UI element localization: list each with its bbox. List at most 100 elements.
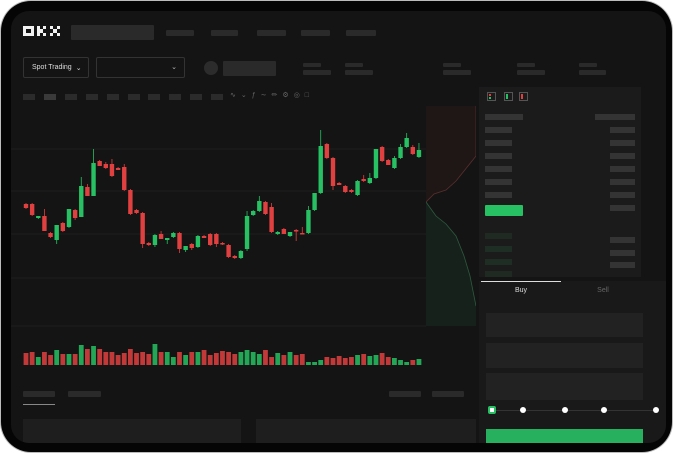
bottom-action[interactable] <box>389 391 421 397</box>
bid-price[interactable] <box>485 271 512 277</box>
candle[interactable] <box>293 229 299 241</box>
candle[interactable] <box>72 209 78 220</box>
candle[interactable] <box>244 211 250 251</box>
candle[interactable] <box>122 164 127 191</box>
candle[interactable] <box>324 143 330 159</box>
candle[interactable] <box>275 231 280 235</box>
candle[interactable] <box>269 203 274 233</box>
candle[interactable] <box>23 203 29 209</box>
candle[interactable] <box>392 156 397 169</box>
orderbook-both-icon[interactable] <box>487 92 496 101</box>
nav-item[interactable] <box>211 30 238 36</box>
candle[interactable] <box>171 232 176 238</box>
interval-button[interactable] <box>107 94 119 100</box>
candle[interactable] <box>263 201 268 215</box>
percent-slider[interactable] <box>488 406 659 414</box>
candle[interactable] <box>343 185 348 193</box>
candle[interactable] <box>287 232 293 237</box>
candle[interactable] <box>29 203 35 216</box>
interval-button[interactable] <box>65 94 77 100</box>
candle[interactable] <box>189 243 194 250</box>
candle[interactable] <box>115 167 121 170</box>
candle[interactable] <box>152 234 158 247</box>
camera-icon[interactable]: ◎ <box>293 92 305 99</box>
candle[interactable] <box>281 228 287 234</box>
amount-input[interactable] <box>486 343 643 368</box>
slider-step-50[interactable] <box>562 407 568 413</box>
buy-button[interactable] <box>486 429 643 443</box>
market-dropdown[interactable]: Spot Trading ⌄ <box>23 57 89 78</box>
candle[interactable] <box>257 196 262 212</box>
ask-price[interactable] <box>485 127 512 133</box>
price-input[interactable] <box>486 313 643 337</box>
sell-tab[interactable]: Sell <box>597 287 609 294</box>
slider-step-25[interactable] <box>520 407 526 413</box>
candle[interactable] <box>208 233 213 246</box>
candle[interactable] <box>330 157 336 190</box>
bid-price[interactable] <box>485 259 512 265</box>
nav-item[interactable] <box>257 30 286 36</box>
candle[interactable] <box>361 175 366 182</box>
bottom-tab-active[interactable] <box>23 391 55 397</box>
orderbook-asks-icon[interactable] <box>519 92 528 101</box>
candlestick-chart[interactable] <box>11 11 431 381</box>
candle[interactable] <box>367 173 373 184</box>
interval-button[interactable] <box>86 94 98 100</box>
nav-item[interactable] <box>301 30 330 36</box>
candle[interactable] <box>42 209 47 231</box>
chart-type-icon[interactable]: ⌄ <box>240 92 252 99</box>
interval-button-active[interactable] <box>44 94 56 100</box>
candle[interactable] <box>146 242 151 246</box>
bottom-tab[interactable] <box>68 391 101 397</box>
indicator-icon[interactable]: ∿ <box>230 92 241 99</box>
candle[interactable] <box>195 235 201 248</box>
candle[interactable] <box>109 159 115 177</box>
candle[interactable] <box>336 182 342 185</box>
candle[interactable] <box>250 210 256 216</box>
line-icon[interactable]: ∼ <box>260 92 272 99</box>
bid-price[interactable] <box>485 233 512 239</box>
candle[interactable] <box>54 225 59 244</box>
candle[interactable] <box>85 184 90 196</box>
chart-tools[interactable]: ∿⌄ƒ∼✏⚙◎□ <box>230 91 314 99</box>
buy-tab[interactable]: Buy <box>514 287 528 294</box>
candle[interactable] <box>355 180 360 196</box>
total-input[interactable] <box>486 373 643 400</box>
candle[interactable] <box>398 144 403 159</box>
candle[interactable] <box>201 235 207 238</box>
nav-item[interactable] <box>346 30 376 36</box>
fx-icon[interactable]: ƒ <box>251 92 261 99</box>
slider-step-100[interactable] <box>653 407 659 413</box>
candle[interactable] <box>165 238 170 244</box>
candle[interactable] <box>66 209 72 228</box>
slider-handle[interactable] <box>488 406 496 414</box>
slider-step-75[interactable] <box>601 407 607 413</box>
candle[interactable] <box>91 149 96 196</box>
candle[interactable] <box>79 177 84 217</box>
candle[interactable] <box>97 160 102 166</box>
candle[interactable] <box>238 250 244 259</box>
interval-button[interactable] <box>169 94 181 100</box>
candle[interactable] <box>312 193 317 211</box>
candle[interactable] <box>183 246 188 252</box>
candle[interactable] <box>306 206 311 234</box>
ask-price[interactable] <box>485 192 512 198</box>
ask-price[interactable] <box>485 179 512 185</box>
pencil-icon[interactable]: ✏ <box>271 92 283 99</box>
interval-button[interactable] <box>211 94 223 100</box>
candle[interactable] <box>134 209 139 214</box>
candle[interactable] <box>349 189 354 193</box>
fullscreen-icon[interactable]: □ <box>304 92 315 99</box>
candle[interactable] <box>48 232 53 238</box>
search-placeholder[interactable] <box>71 25 154 40</box>
nav-item[interactable] <box>166 30 194 36</box>
candle[interactable] <box>386 159 391 165</box>
interval-button[interactable] <box>190 94 202 100</box>
candle[interactable] <box>410 145 416 155</box>
candle[interactable] <box>36 216 41 219</box>
candle[interactable] <box>177 232 182 253</box>
candle[interactable] <box>214 233 219 247</box>
candle[interactable] <box>128 189 133 215</box>
candle[interactable] <box>404 133 409 148</box>
candle[interactable] <box>103 162 109 169</box>
